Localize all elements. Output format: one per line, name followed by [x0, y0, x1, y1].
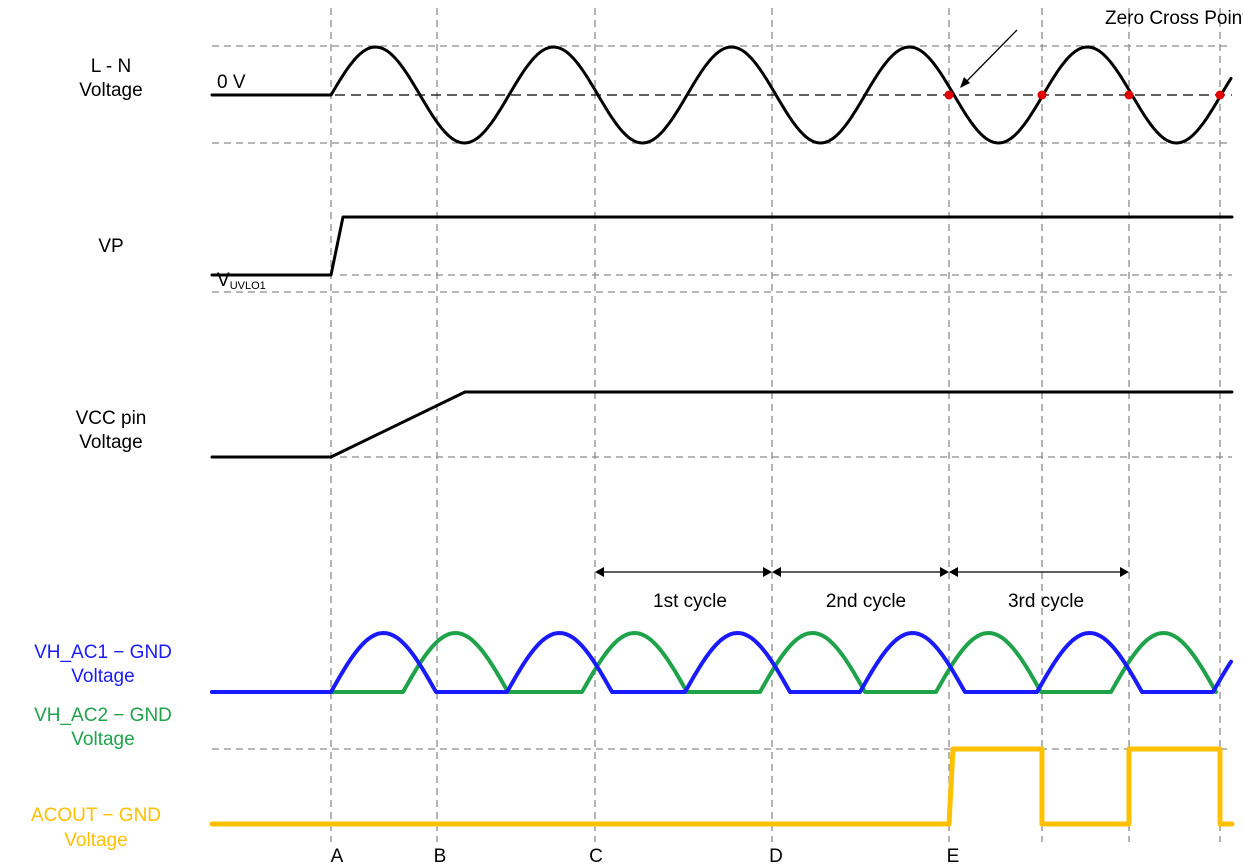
annotation-arrowhead-icon — [960, 77, 970, 88]
acout-waveform — [209, 746, 1235, 827]
cycle-2-label: 2nd cycle — [826, 591, 906, 612]
cycle-1-right-arrowhead-icon — [763, 567, 772, 577]
zero-cross-point-4 — [1215, 90, 1225, 100]
ln-voltage-waveform — [210, 45, 1233, 145]
vhac1-label-line2: Voltage — [71, 666, 134, 687]
zero-cross-point-3 — [1124, 90, 1134, 100]
vcc-waveform — [210, 390, 1234, 459]
cycle-2-right-arrowhead-icon — [940, 567, 949, 577]
vuvlo1-main: V — [217, 270, 230, 291]
marker-e: E — [947, 846, 960, 867]
zero-volt-label: 0 V — [217, 72, 246, 93]
vcc-label-line2: Voltage — [79, 432, 142, 453]
zero-cross-point-2 — [1037, 90, 1047, 100]
cycle-1-left-arrowhead-icon — [595, 567, 604, 577]
zero-cross-points — [944, 90, 1225, 100]
marker-a: A — [331, 846, 344, 867]
horizontal-grid-lines — [212, 45, 1232, 750]
acout-label-line2: Voltage — [64, 830, 127, 851]
vhac2-label-line2: Voltage — [71, 729, 134, 750]
vertical-grid-lines — [330, 8, 1221, 842]
ln-label-line2: Voltage — [79, 80, 142, 101]
marker-d: D — [769, 846, 783, 867]
vp-waveform — [210, 215, 1234, 277]
vcc-label-line1: VCC pin — [76, 408, 147, 429]
vuvlo1-label: VUVLO1 — [217, 270, 266, 292]
annotation-leader-line — [961, 29, 1018, 87]
marker-c: C — [589, 846, 603, 867]
marker-b: B — [434, 846, 447, 867]
cycle-3-right-arrowhead-icon — [1120, 567, 1129, 577]
cycle-1-label: 1st cycle — [653, 591, 727, 612]
vhac2-label-line1: VH_AC2 − GND — [34, 705, 172, 726]
zero-cross-annotation: Zero Cross Points — [1105, 8, 1243, 29]
vhac1-waveform — [210, 631, 1233, 694]
cycle-2-left-arrowhead-icon — [772, 567, 781, 577]
vp-label: VP — [98, 236, 123, 257]
cycle-3-label: 3rd cycle — [1008, 591, 1084, 612]
vhac1-label-line1: VH_AC1 − GND — [34, 642, 172, 663]
cycle-arrows — [595, 567, 1129, 577]
ln-label-line1: L - N — [91, 56, 131, 77]
vuvlo1-subscript: UVLO1 — [230, 280, 266, 292]
zero-cross-point-1 — [944, 90, 954, 100]
acout-label-line1: ACOUT − GND — [31, 805, 161, 826]
cycle-3-left-arrowhead-icon — [949, 567, 958, 577]
